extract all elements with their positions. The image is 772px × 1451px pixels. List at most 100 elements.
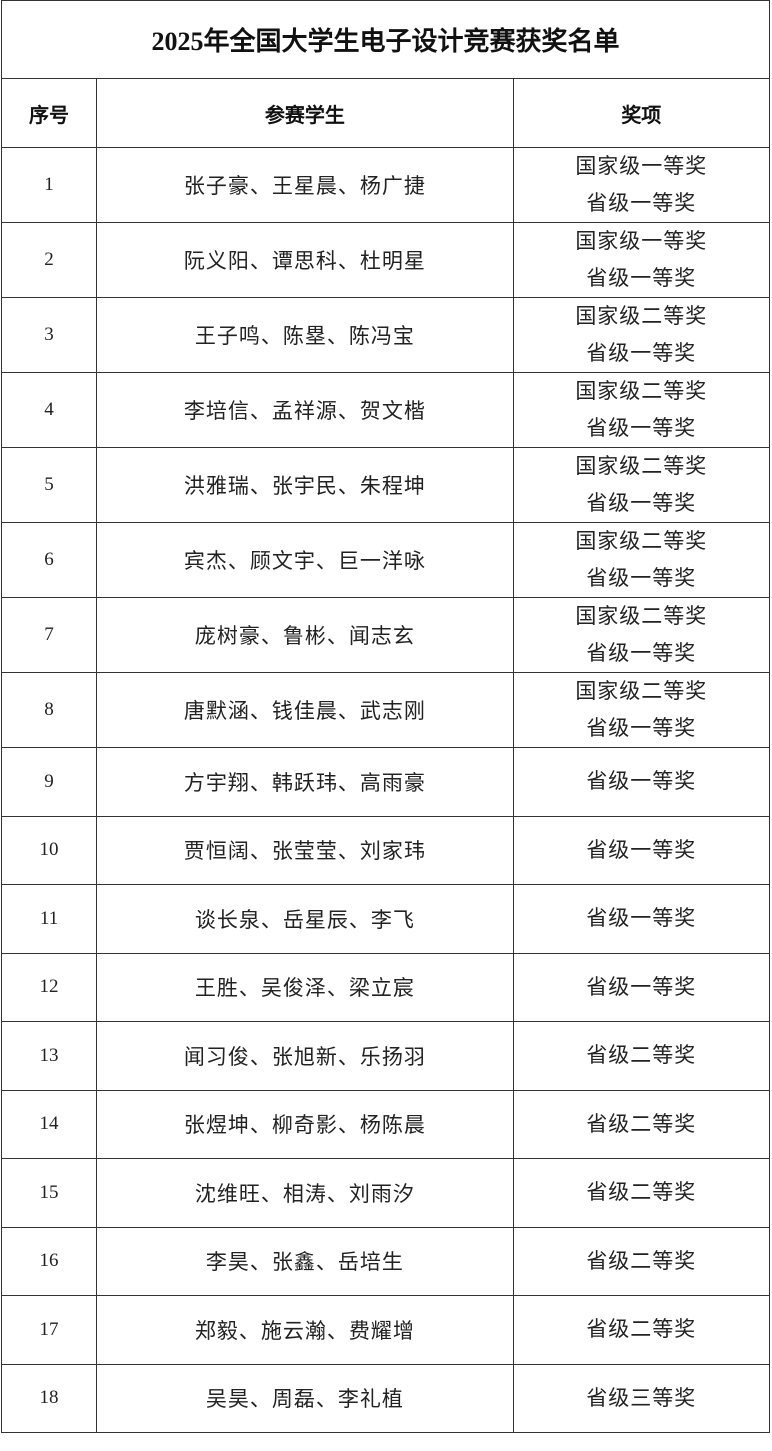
row-number: 16 [0,1226,98,1296]
student-names: 方宇翔、韩跃玮、高雨豪 [96,747,514,817]
award-cell: 国家级二等奖 省级一等奖 [512,297,771,373]
award-text: 省级一等奖 [586,974,697,999]
award-text: 国家级一等奖 [575,229,708,253]
award-text: 国家级二等奖 [575,304,708,328]
student-names: 吴昊、周磊、李礼植 [96,1363,514,1433]
table-row: 4 李培信、孟祥源、贺文楷 国家级二等奖 省级一等奖 [0,372,771,448]
award-text: 省级一等奖 [586,191,697,215]
award-cell: 国家级二等奖 省级一等奖 [512,597,771,673]
row-number: 11 [0,884,98,954]
student-names: 谈长泉、岳星辰、李飞 [96,884,514,954]
award-text: 省级一等奖 [586,491,697,515]
student-names: 张子豪、王星晨、杨广捷 [96,147,514,223]
row-number: 4 [0,372,98,448]
row-number: 18 [0,1363,98,1433]
award-text: 国家级二等奖 [575,379,708,403]
student-names: 庞树豪、鲁彬、闻志玄 [96,597,514,673]
award-text: 省级二等奖 [586,1111,697,1136]
student-names: 闻习俊、张旭新、乐扬羽 [96,1021,514,1091]
award-text: 省级一等奖 [586,837,697,862]
award-text: 国家级二等奖 [575,529,708,553]
award-text: 省级一等奖 [586,266,697,290]
table-title: 2025年全国大学生电子设计竞赛获奖名单 [1,0,770,79]
table-row: 5 洪雅瑞、张宇民、朱程坤 国家级二等奖 省级一等奖 [0,447,771,523]
award-text: 省级二等奖 [586,1248,697,1273]
table-row: 14 张煜坤、柳奇影、杨陈晨 省级二等奖 [0,1089,771,1159]
row-number: 3 [0,297,98,373]
student-names: 李昊、张鑫、岳培生 [96,1226,514,1296]
table-row: 6 宾杰、顾文宇、巨一洋咏 国家级二等奖 省级一等奖 [0,522,771,598]
table-row: 1 张子豪、王星晨、杨广捷 国家级一等奖 省级一等奖 [0,147,771,223]
student-names: 沈维旺、相涛、刘雨汐 [96,1158,514,1228]
row-number: 10 [0,815,98,885]
header-row: 序号 参赛学生 奖项 [0,78,771,148]
header-students: 参赛学生 [96,78,514,148]
student-names: 洪雅瑞、张宇民、朱程坤 [96,447,514,523]
row-number: 1 [0,147,98,223]
award-text: 省级一等奖 [586,641,697,665]
award-text: 国家级二等奖 [575,604,708,628]
award-text: 国家级二等奖 [575,454,708,478]
table-body: 1 张子豪、王星晨、杨广捷 国家级一等奖 省级一等奖 2 阮义阳、谭思科、杜明星 国家级一等… [0,147,771,1433]
student-names: 王胜、吴俊泽、梁立宸 [96,952,514,1022]
table-row: 9 方宇翔、韩跃玮、高雨豪 省级一等奖 [0,747,771,817]
award-cell: 国家级二等奖 省级一等奖 [512,447,771,523]
table-row: 11 谈长泉、岳星辰、李飞 省级一等奖 [0,884,771,954]
award-cell: 省级一等奖 [512,952,771,1022]
header-award: 奖项 [512,78,771,148]
row-number: 14 [0,1089,98,1159]
row-number: 7 [0,597,98,673]
table-row: 12 王胜、吴俊泽、梁立宸 省级一等奖 [0,952,771,1022]
table-row: 16 李昊、张鑫、岳培生 省级二等奖 [0,1226,771,1296]
award-cell: 省级一等奖 [512,815,771,885]
award-text: 省级一等奖 [586,716,697,740]
row-number: 13 [0,1021,98,1091]
student-names: 王子鸣、陈塁、陈冯宝 [96,297,514,373]
award-cell: 省级二等奖 [512,1021,771,1091]
award-text: 省级一等奖 [586,341,697,365]
award-text: 省级三等奖 [586,1385,697,1410]
award-cell: 省级三等奖 [512,1363,771,1433]
award-cell: 省级一等奖 [512,884,771,954]
award-cell: 国家级一等奖 省级一等奖 [512,222,771,298]
student-names: 郑毅、施云瀚、费耀增 [96,1295,514,1365]
table-row: 15 沈维旺、相涛、刘雨汐 省级二等奖 [0,1158,771,1228]
award-text: 省级二等奖 [586,1180,697,1205]
row-number: 9 [0,747,98,817]
award-cell: 国家级二等奖 省级一等奖 [512,522,771,598]
table-row: 10 贾恒阔、张莹莹、刘家玮 省级一等奖 [0,815,771,885]
award-cell: 省级二等奖 [512,1089,771,1159]
award-text: 省级一等奖 [586,769,697,794]
award-text: 国家级一等奖 [575,154,708,178]
row-number: 17 [0,1295,98,1365]
table-row: 13 闻习俊、张旭新、乐扬羽 省级二等奖 [0,1021,771,1091]
award-text: 省级一等奖 [586,566,697,590]
table-row: 7 庞树豪、鲁彬、闻志玄 国家级二等奖 省级一等奖 [0,597,771,673]
row-number: 2 [0,222,98,298]
award-cell: 省级二等奖 [512,1295,771,1365]
student-names: 贾恒阔、张莹莹、刘家玮 [96,815,514,885]
student-names: 宾杰、顾文宇、巨一洋咏 [96,522,514,598]
award-cell: 国家级二等奖 省级一等奖 [512,372,771,448]
award-text: 省级一等奖 [586,906,697,931]
table-row: 3 王子鸣、陈塁、陈冯宝 国家级二等奖 省级一等奖 [0,297,771,373]
student-names: 张煜坤、柳奇影、杨陈晨 [96,1089,514,1159]
row-number: 6 [0,522,98,598]
header-no: 序号 [0,78,98,148]
award-text: 省级二等奖 [586,1317,697,1342]
row-number: 12 [0,952,98,1022]
student-names: 李培信、孟祥源、贺文楷 [96,372,514,448]
award-cell: 省级二等奖 [512,1226,771,1296]
award-cell: 省级二等奖 [512,1158,771,1228]
table-row: 18 吴昊、周磊、李礼植 省级三等奖 [0,1363,771,1433]
table-row: 8 唐默涵、钱佳晨、武志刚 国家级二等奖 省级一等奖 [0,672,771,748]
table-row: 17 郑毅、施云瀚、费耀增 省级二等奖 [0,1295,771,1365]
student-names: 阮义阳、谭思科、杜明星 [96,222,514,298]
award-cell: 国家级二等奖 省级一等奖 [512,672,771,748]
award-text: 国家级二等奖 [575,679,708,703]
row-number: 5 [0,447,98,523]
award-cell: 国家级一等奖 省级一等奖 [512,147,771,223]
row-number: 15 [0,1158,98,1228]
award-cell: 省级一等奖 [512,747,771,817]
